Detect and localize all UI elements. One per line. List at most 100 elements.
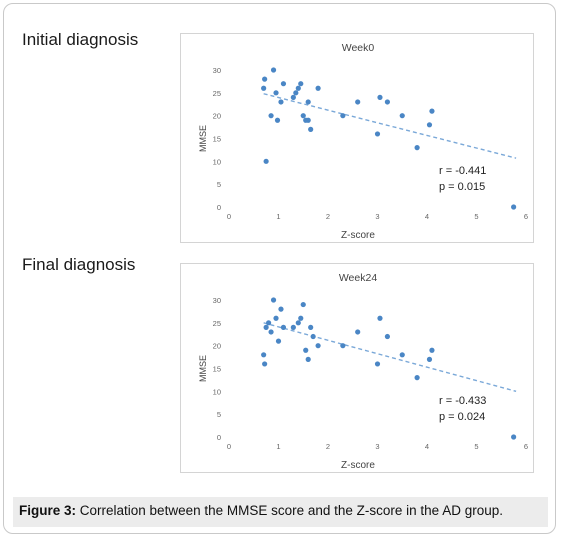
chart-title: Week24 (339, 272, 377, 284)
data-point (268, 329, 274, 335)
section-title-final: Final diagnosis (22, 255, 136, 274)
data-point (384, 333, 390, 340)
x-axis-label: Z-score (341, 460, 375, 471)
y-tick-label: 5 (217, 180, 221, 189)
data-point (315, 343, 321, 349)
data-point (310, 333, 316, 340)
data-point (374, 361, 381, 367)
data-point (355, 329, 361, 335)
y-tick-label: 5 (217, 410, 221, 419)
data-point (262, 361, 268, 367)
y-tick-label: 10 (213, 157, 221, 166)
data-point (315, 85, 321, 91)
chart-panel-week24: Week24 0 5 10 15 20 25 30 0 1 2 3 4 5 6 Z-score MMSE r = … (180, 263, 534, 473)
data-point (273, 90, 279, 96)
scatter-chart-week24: Week24 0 5 10 15 20 25 30 0 1 2 3 4 5 6 Z-score MMSE r = … (198, 272, 528, 471)
section-title-initial: Initial diagnosis (22, 30, 139, 49)
data-point (511, 434, 517, 440)
data-point (278, 306, 284, 312)
x-tick-label: 6 (524, 442, 528, 451)
data-point (355, 99, 361, 105)
data-point (305, 117, 311, 123)
data-point (414, 145, 420, 151)
r-value-annotation: r = -0.441 (439, 165, 486, 177)
data-point (278, 99, 284, 105)
data-point (262, 76, 268, 82)
x-tick-label: 6 (524, 212, 528, 221)
data-point (298, 81, 304, 87)
y-tick-label: 15 (213, 135, 221, 144)
p-value-annotation: p = 0.015 (439, 181, 485, 193)
trendline (263, 93, 517, 159)
x-tick-label: 2 (326, 212, 330, 221)
trendline (263, 322, 517, 393)
y-tick-label: 30 (213, 66, 221, 75)
y-tick-label: 15 (213, 365, 221, 374)
data-point (426, 356, 433, 362)
data-point (268, 113, 274, 119)
x-tick-label: 5 (474, 212, 478, 221)
y-tick-label: 20 (213, 112, 221, 121)
data-point (374, 131, 381, 137)
x-tick-label: 0 (227, 212, 231, 221)
data-point (275, 338, 282, 344)
data-point (261, 352, 267, 358)
x-tick-label: 1 (276, 212, 280, 221)
data-point (340, 113, 346, 119)
data-point (305, 356, 311, 362)
y-tick-label: 0 (217, 433, 221, 442)
data-point (280, 324, 287, 330)
data-point (399, 352, 405, 358)
data-point (266, 320, 272, 326)
data-point (300, 113, 306, 119)
data-point (261, 85, 267, 91)
data-point (377, 315, 383, 321)
data-point (340, 343, 346, 349)
y-tick-label: 10 (213, 387, 221, 396)
data-point (263, 324, 269, 330)
data-point (305, 99, 311, 105)
data-point (295, 320, 301, 326)
x-tick-label: 3 (375, 442, 379, 451)
data-point (414, 375, 420, 381)
x-axis-label: Z-score (341, 230, 375, 241)
x-tick-label: 2 (326, 442, 330, 451)
caption-text: Correlation between the MMSE score and t… (76, 503, 503, 518)
data-point (308, 126, 314, 132)
y-tick-label: 20 (213, 342, 221, 351)
y-tick-label: 25 (213, 319, 221, 328)
data-point (274, 117, 281, 123)
p-value-annotation: p = 0.024 (439, 411, 485, 423)
figure-caption: Figure 3: Correlation between the MMSE s… (13, 497, 548, 527)
y-tick-label: 25 (213, 89, 221, 98)
y-axis-label: MMSE (198, 355, 208, 382)
data-point (511, 204, 517, 210)
data-point (300, 301, 306, 308)
data-point (280, 81, 287, 87)
chart-title: Week0 (342, 42, 375, 54)
x-tick-label: 5 (474, 442, 478, 451)
data-point (377, 94, 383, 100)
data-point (263, 158, 269, 164)
data-point (290, 94, 296, 100)
data-point (429, 108, 435, 114)
data-point (303, 347, 309, 353)
y-tick-label: 30 (213, 296, 221, 305)
x-tick-label: 4 (425, 212, 429, 221)
data-point (426, 122, 433, 128)
figure-frame (3, 3, 556, 534)
data-point (384, 99, 390, 105)
r-value-annotation: r = -0.433 (439, 395, 486, 407)
data-point (429, 347, 435, 353)
data-point (295, 85, 301, 91)
x-tick-label: 4 (425, 442, 429, 451)
data-point (308, 324, 314, 330)
data-point (270, 297, 277, 303)
data-point (298, 315, 304, 321)
scatter-chart-week0: Week0 0 5 10 15 20 25 30 0 1 2 3 4 5 6 Z-score MMSE r = -… (198, 42, 528, 241)
x-tick-label: 3 (375, 212, 379, 221)
x-tick-label: 1 (276, 442, 280, 451)
data-point (270, 67, 277, 73)
data-point (293, 90, 299, 96)
data-point (273, 315, 279, 321)
